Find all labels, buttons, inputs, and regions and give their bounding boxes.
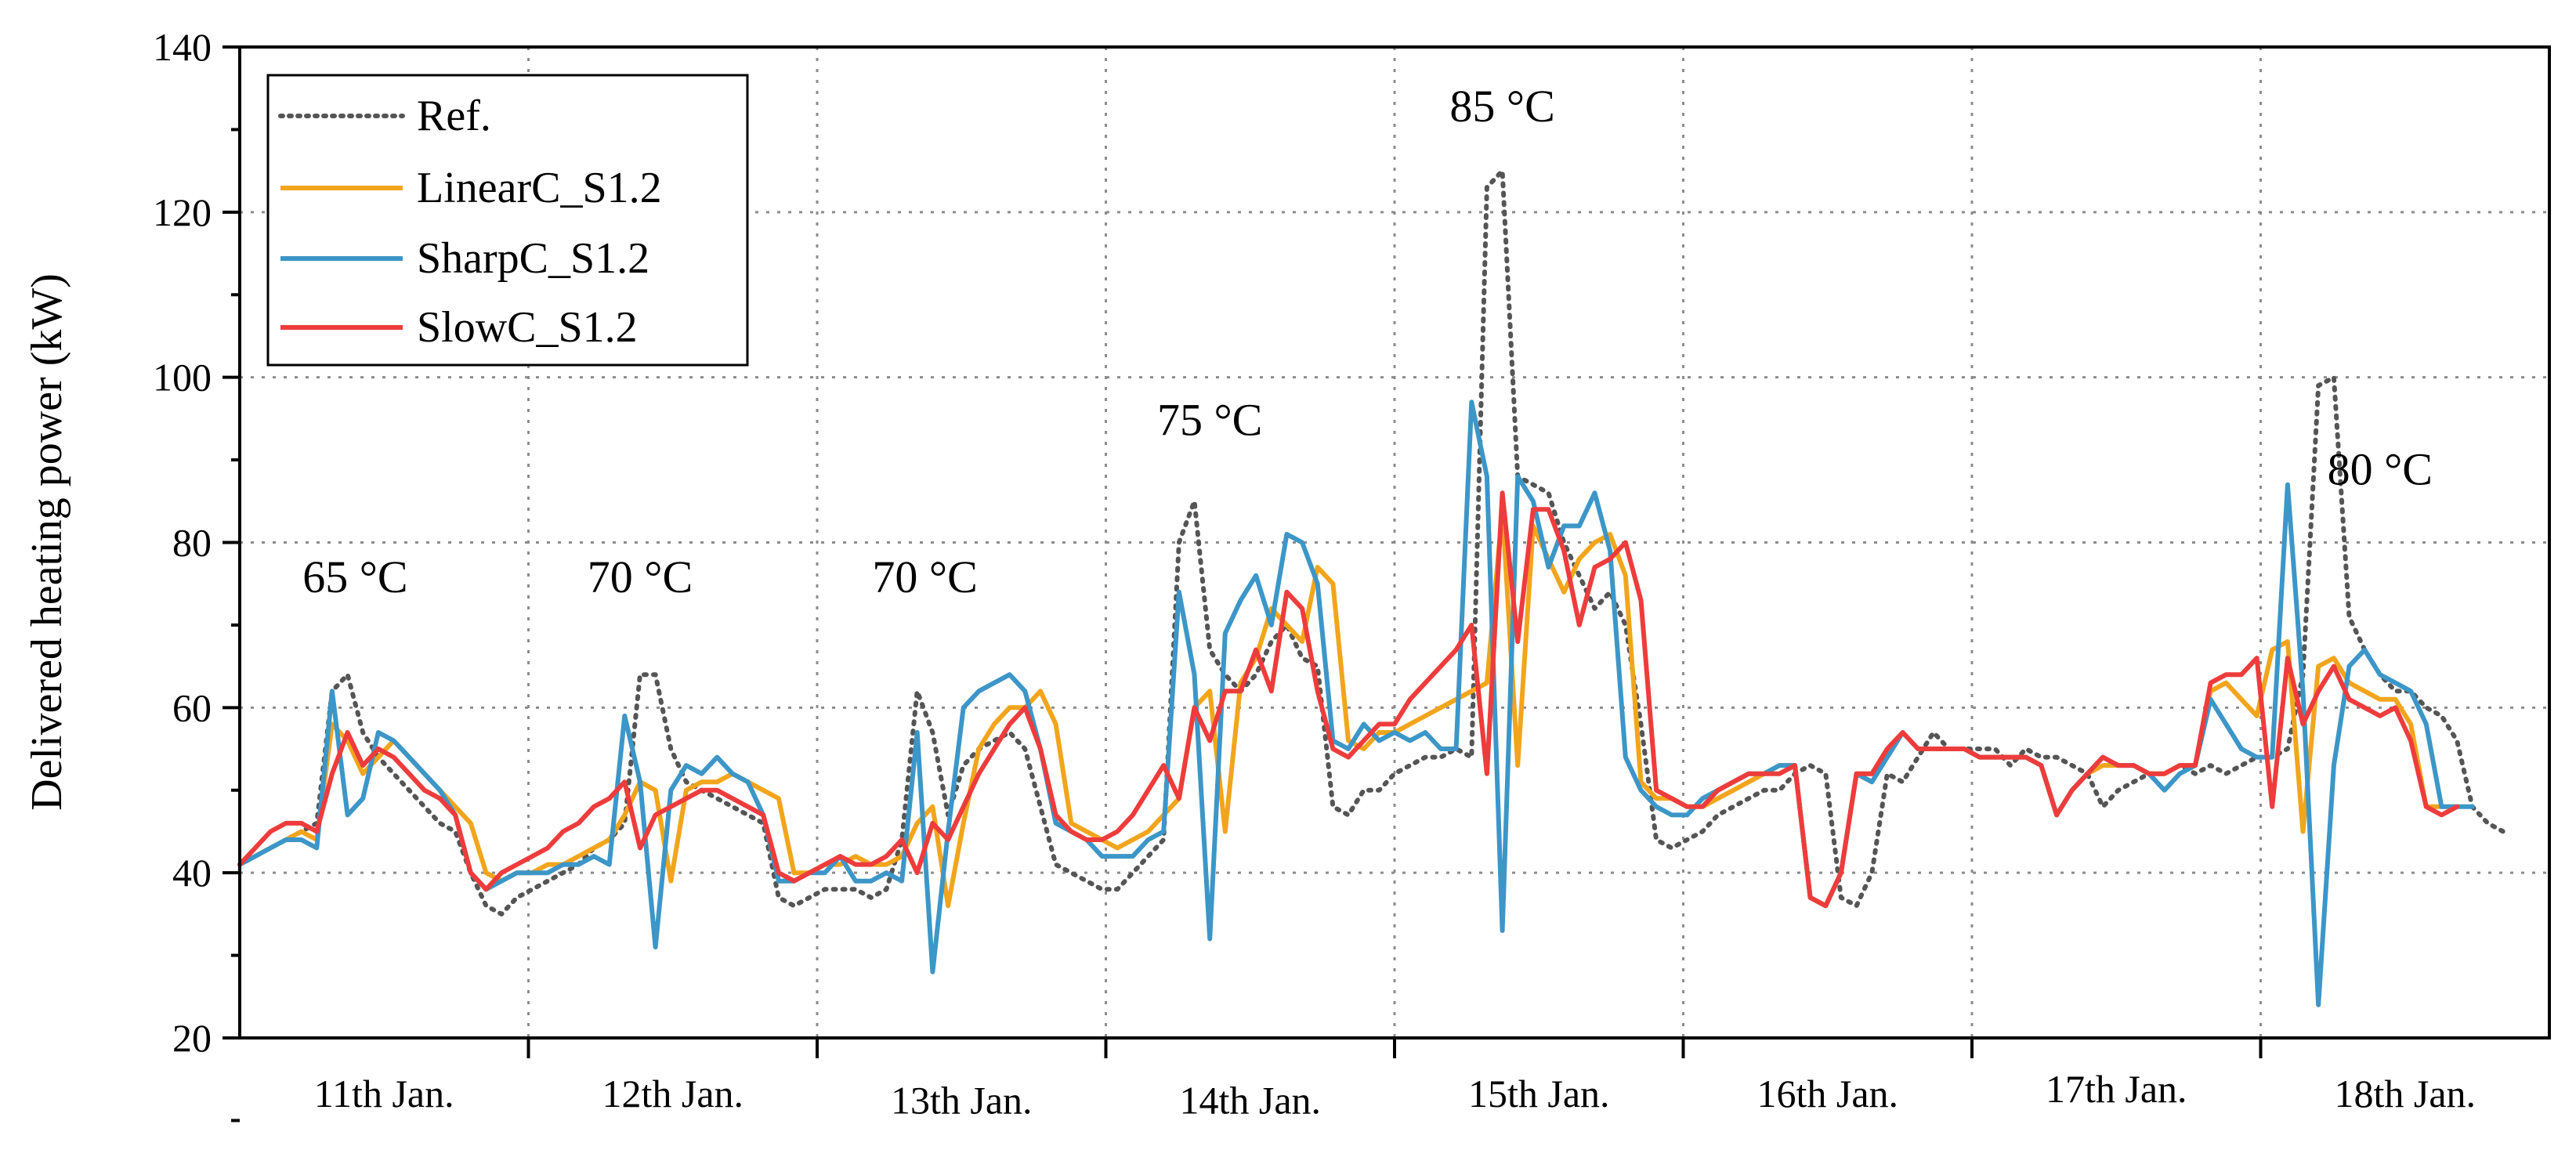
series-layer: [237, 168, 2505, 1007]
legend-label-slowc: SlowC_S1.2: [417, 303, 638, 352]
y-tick-label: 40: [172, 851, 212, 895]
y-axis-label: Delivered heating power (kW): [23, 273, 71, 811]
x-tick-label: 15th Jan.: [1468, 1072, 1610, 1115]
series-line-sharpc-s1-2: [237, 400, 2475, 1007]
x-tick-label: 16th Jan.: [1757, 1072, 1898, 1115]
x-tick-label: 17th Jan.: [2046, 1067, 2187, 1111]
legend-box: [266, 74, 749, 367]
y-tick-label: 100: [153, 356, 212, 400]
temperature-annotation: 85 °C: [1449, 81, 1554, 132]
y-tick-label: 140: [153, 25, 212, 69]
x-tick-label: 12th Jan.: [602, 1072, 743, 1115]
grid-lines: [240, 47, 2549, 1038]
y-axis: 20 40 60 80 100 120 140: [153, 25, 240, 1123]
temperature-annotation: 65 °C: [302, 551, 407, 602]
temperature-annotation: 70 °C: [872, 551, 977, 602]
legend: Ref. LinearC_S1.2 SharpC_S1.2 SlowC_S1.2: [266, 74, 749, 367]
x-tick-label: 18th Jan.: [2334, 1072, 2476, 1115]
annotations: 65 °C 70 °C 70 °C 75 °C 85 °C 80 °C: [302, 81, 2433, 602]
temperature-annotation: 80 °C: [2328, 444, 2433, 495]
legend-label-ref: Ref.: [417, 92, 491, 140]
y-tick-label: 80: [172, 521, 212, 565]
series-line-slowc-s1-2: [237, 490, 2460, 909]
temperature-annotation: 75 °C: [1157, 394, 1262, 445]
y-tick-label: 20: [172, 1016, 212, 1060]
y-tick-label: 120: [153, 190, 212, 234]
x-tick-label: 11th Jan.: [314, 1072, 454, 1115]
x-tick-label: 14th Jan.: [1179, 1078, 1321, 1122]
x-axis: 11th Jan. 12th Jan. 13th Jan. 14th Jan. 15th…: [314, 1038, 2476, 1122]
x-tick-label: 13th Jan.: [891, 1078, 1033, 1122]
y-tick-label: 60: [172, 685, 212, 729]
temperature-annotation: 70 °C: [588, 551, 693, 602]
legend-label-sharpc: SharpC_S1.2: [417, 234, 649, 283]
legend-label-linearc: LinearC_S1.2: [417, 164, 662, 212]
